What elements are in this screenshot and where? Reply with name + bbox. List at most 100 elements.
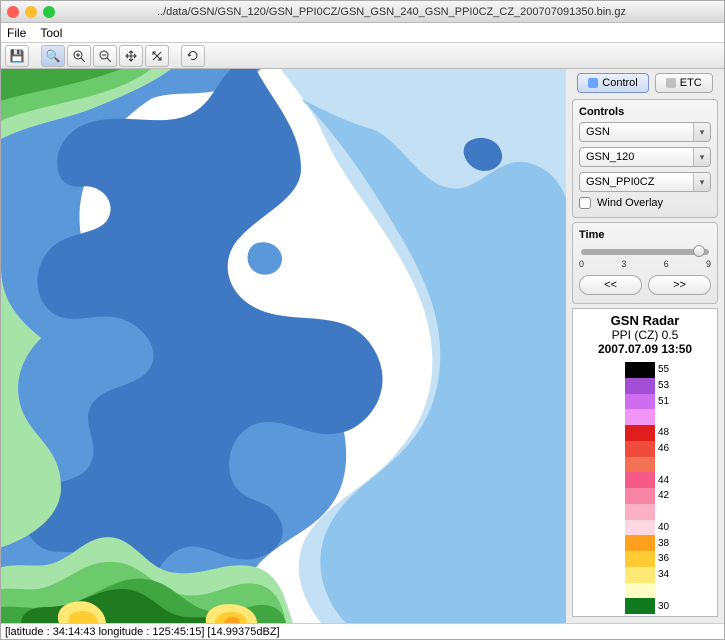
color-legend: 55 53 51 48 46 44 42 40 38 36 34 30 xyxy=(614,362,676,614)
legend-value: 46 xyxy=(658,443,676,454)
legend-row xyxy=(614,504,676,520)
etc-tab-icon xyxy=(666,78,676,88)
legend-row: 38 xyxy=(614,535,676,551)
legend-value: 34 xyxy=(658,569,676,580)
legend-swatch xyxy=(625,567,655,583)
time-tick: 0 xyxy=(579,259,584,269)
tab-etc[interactable]: ETC xyxy=(655,73,713,93)
legend-row: 55 xyxy=(614,362,676,378)
window-title: ../data/GSN/GSN_120/GSN_PPI0CZ/GSN_GSN_2… xyxy=(65,6,718,18)
legend-value: 42 xyxy=(658,490,676,501)
tab-control-label: Control xyxy=(602,77,637,89)
legend-row: 51 xyxy=(614,394,676,410)
legend-swatch xyxy=(625,504,655,520)
legend-swatch xyxy=(625,441,655,457)
legend-swatch xyxy=(625,520,655,536)
radar-subtitle: PPI (CZ) 0.5 xyxy=(612,328,679,342)
legend-value: 51 xyxy=(658,396,676,407)
refresh-icon[interactable] xyxy=(181,45,205,67)
main-area: Control ETC Controls GSN GSN_120 GSN_PPI… xyxy=(1,69,724,623)
legend-row: 34 xyxy=(614,567,676,583)
legend-value: 36 xyxy=(658,553,676,564)
legend-swatch xyxy=(625,583,655,599)
legend-row xyxy=(614,457,676,473)
wind-overlay-label: Wind Overlay xyxy=(597,197,663,209)
product-select[interactable]: GSN_PPI0CZ xyxy=(579,172,711,192)
legend-value: 53 xyxy=(658,380,676,391)
maximize-icon[interactable] xyxy=(43,6,55,18)
site-select[interactable]: GSN xyxy=(579,122,711,142)
product-select-value: GSN_PPI0CZ xyxy=(586,176,654,188)
legend-swatch xyxy=(625,472,655,488)
legend-row: 36 xyxy=(614,551,676,567)
window-titlebar: ../data/GSN/GSN_120/GSN_PPI0CZ/GSN_GSN_2… xyxy=(1,1,724,23)
tab-etc-label: ETC xyxy=(680,77,702,89)
radar-title: GSN Radar xyxy=(611,313,680,328)
legend-row: 46 xyxy=(614,441,676,457)
menu-file[interactable]: File xyxy=(7,26,26,40)
legend-value: 30 xyxy=(658,601,676,612)
legend-value: 40 xyxy=(658,522,676,533)
zoom-out-icon[interactable] xyxy=(93,45,117,67)
traffic-lights xyxy=(7,6,55,18)
time-slider[interactable] xyxy=(581,249,709,255)
floppy-icon[interactable]: 💾 xyxy=(5,45,29,67)
legend-swatch xyxy=(625,488,655,504)
radar-info-panel: GSN Radar PPI (CZ) 0.5 2007.07.09 13:50 … xyxy=(572,308,718,617)
expand-icon[interactable] xyxy=(145,45,169,67)
status-bar: [latitude : 34:14:43 longitude : 125:45:… xyxy=(1,623,724,639)
legend-value: 48 xyxy=(658,427,676,438)
legend-value: 38 xyxy=(658,538,676,549)
radar-datetime: 2007.07.09 13:50 xyxy=(598,342,692,356)
time-tick: 9 xyxy=(706,259,711,269)
legend-swatch xyxy=(625,394,655,410)
site-select-value: GSN xyxy=(586,126,610,138)
controls-panel: Controls GSN GSN_120 GSN_PPI0CZ Wind Ove… xyxy=(572,99,718,218)
radar-visualization[interactable] xyxy=(1,69,566,623)
time-title: Time xyxy=(579,229,711,241)
legend-swatch xyxy=(625,457,655,473)
controls-title: Controls xyxy=(579,106,711,118)
legend-value: 55 xyxy=(658,364,676,375)
legend-row xyxy=(614,583,676,599)
legend-swatch xyxy=(625,425,655,441)
legend-swatch xyxy=(625,535,655,551)
wind-overlay-row[interactable]: Wind Overlay xyxy=(579,197,711,209)
legend-value: 44 xyxy=(658,475,676,486)
status-text: [latitude : 34:14:43 longitude : 125:45:… xyxy=(5,626,280,638)
time-tick: 3 xyxy=(621,259,626,269)
legend-row: 30 xyxy=(614,598,676,614)
time-slider-thumb[interactable] xyxy=(693,245,705,257)
wind-overlay-checkbox[interactable] xyxy=(579,197,591,209)
legend-swatch xyxy=(625,598,655,614)
legend-swatch xyxy=(625,409,655,425)
menu-tool[interactable]: Tool xyxy=(40,26,62,40)
minimize-icon[interactable] xyxy=(25,6,37,18)
tab-control[interactable]: Control xyxy=(577,73,648,93)
time-tick: 6 xyxy=(664,259,669,269)
toolbar: 💾 🔍 xyxy=(1,43,724,69)
menu-bar: File Tool xyxy=(1,23,724,43)
control-tab-icon xyxy=(588,78,598,88)
close-icon[interactable] xyxy=(7,6,19,18)
legend-row xyxy=(614,409,676,425)
time-panel: Time 0 3 6 9 << >> xyxy=(572,222,718,304)
pan-icon[interactable] xyxy=(119,45,143,67)
legend-swatch xyxy=(625,362,655,378)
legend-row: 48 xyxy=(614,425,676,441)
range-select-value: GSN_120 xyxy=(586,151,634,163)
legend-swatch xyxy=(625,378,655,394)
zoom-box-icon[interactable]: 🔍 xyxy=(41,45,65,67)
panel-tabs: Control ETC xyxy=(572,73,718,93)
legend-swatch xyxy=(625,551,655,567)
time-prev-button[interactable]: << xyxy=(579,275,642,295)
side-panel: Control ETC Controls GSN GSN_120 GSN_PPI… xyxy=(566,69,724,623)
legend-row: 53 xyxy=(614,378,676,394)
legend-row: 42 xyxy=(614,488,676,504)
legend-row: 40 xyxy=(614,520,676,536)
range-select[interactable]: GSN_120 xyxy=(579,147,711,167)
time-slider-ticks: 0 3 6 9 xyxy=(579,259,711,269)
legend-row: 44 xyxy=(614,472,676,488)
time-next-button[interactable]: >> xyxy=(648,275,711,295)
zoom-in-icon[interactable] xyxy=(67,45,91,67)
